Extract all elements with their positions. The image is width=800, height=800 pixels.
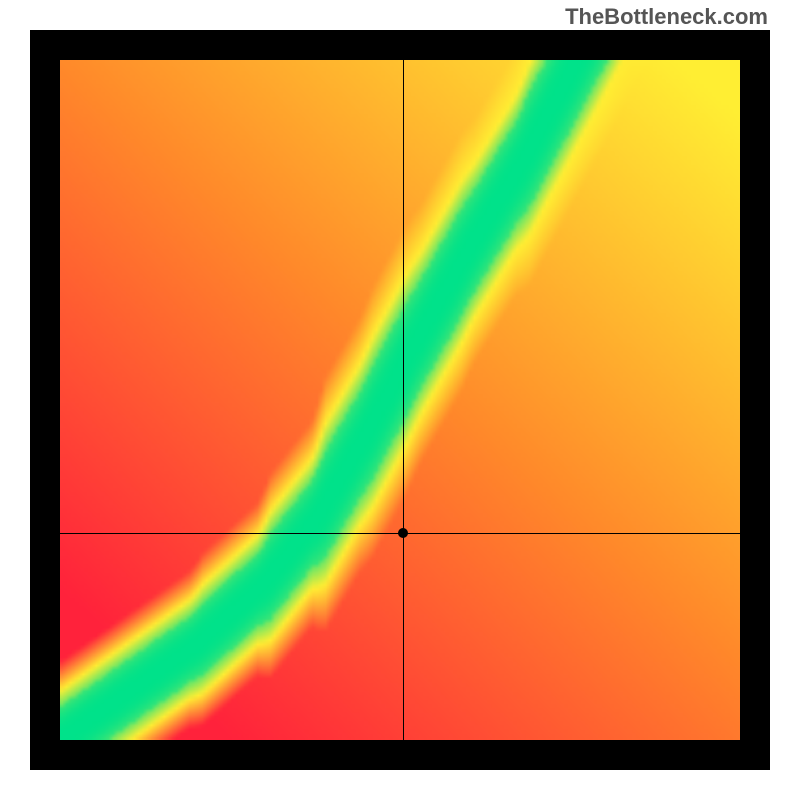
heatmap-canvas: [60, 60, 740, 740]
crosshair-marker: [398, 528, 408, 538]
bottleneck-heatmap: [30, 30, 770, 770]
watermark-text: TheBottleneck.com: [565, 4, 768, 30]
crosshair-vertical: [403, 60, 404, 740]
